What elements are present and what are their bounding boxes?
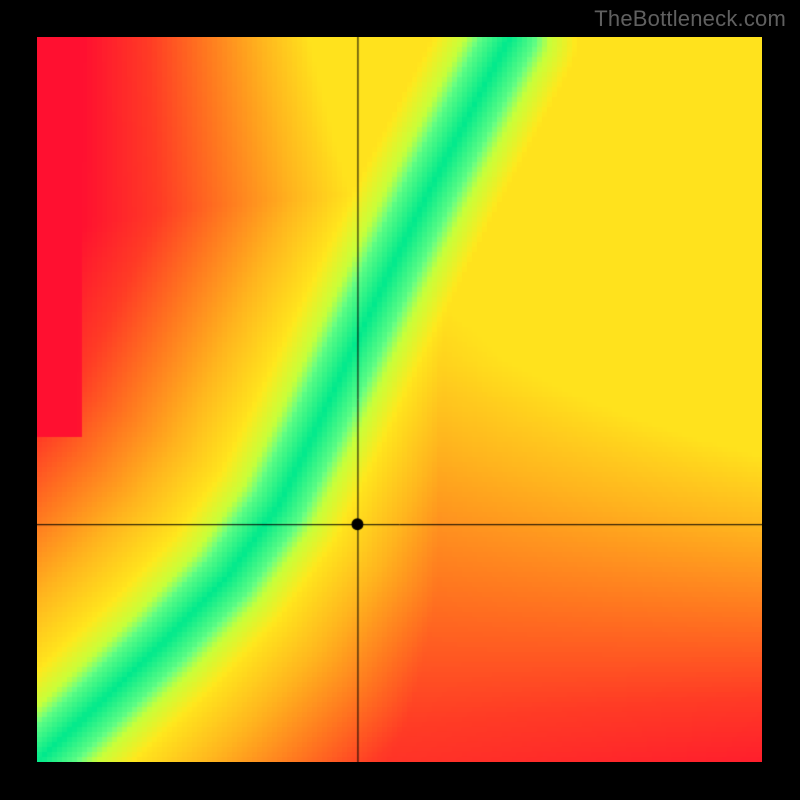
watermark-text: TheBottleneck.com: [594, 6, 786, 32]
bottleneck-heatmap: [37, 37, 762, 762]
